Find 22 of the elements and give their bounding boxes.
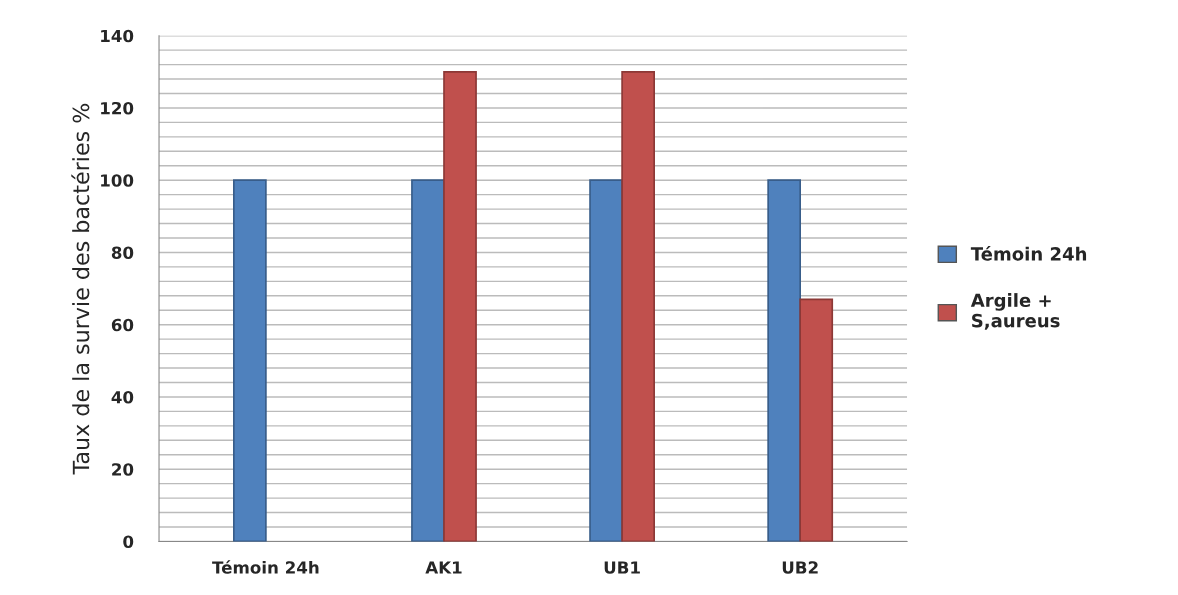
- bar: [621, 70, 655, 542]
- y-tick-label: 120: [101, 101, 134, 115]
- bar: [589, 179, 623, 542]
- y-tick-label: 60: [111, 318, 134, 332]
- y-tick-label: 80: [111, 246, 134, 260]
- bar: [767, 179, 802, 542]
- bar: [411, 179, 445, 542]
- bar: [799, 298, 834, 542]
- y-tick-label: 40: [111, 390, 134, 404]
- x-tick-label: AK1: [425, 561, 462, 574]
- y-axis-title: Taux de la survie des bactéries %: [71, 103, 90, 475]
- y-tick-label: 0: [123, 535, 134, 549]
- x-tick-label: UB1: [604, 561, 640, 574]
- bar: [443, 70, 477, 542]
- legend-label: Témoin 24h: [970, 246, 1087, 261]
- y-tick-label: 20: [112, 463, 134, 476]
- bar: [232, 179, 267, 542]
- x-tick-label: Témoin 24h: [212, 560, 319, 574]
- legend-label: Argile + S,aureus: [970, 293, 1060, 330]
- y-tick-label: 100: [101, 174, 134, 187]
- x-tick-label: UB2: [782, 561, 818, 574]
- y-tick-label: 140: [101, 29, 134, 43]
